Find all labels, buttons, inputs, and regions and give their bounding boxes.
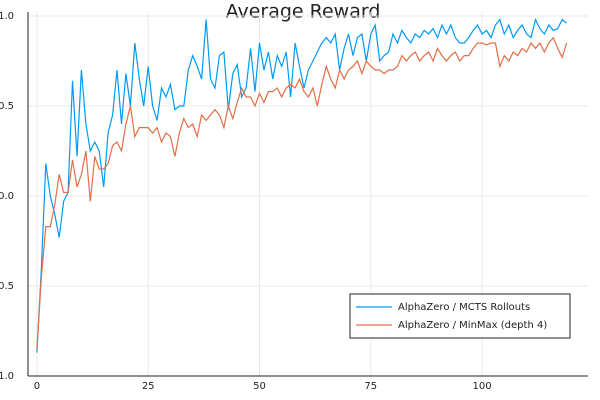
y-tick-label: 1.0	[0, 11, 14, 22]
legend: AlphaZero / MCTS Rollouts AlphaZero / Min…	[349, 293, 571, 339]
legend-box	[349, 293, 571, 339]
x-tick-label: 100	[473, 381, 492, 392]
x-tick-label: 75	[364, 381, 377, 392]
legend-label: AlphaZero / MinMax (depth 4)	[398, 320, 547, 331]
y-tick-label: -0.5	[0, 281, 14, 292]
y-tick-label: 0.5	[0, 101, 14, 112]
legend-label: AlphaZero / MCTS Rollouts	[398, 302, 530, 313]
chart-title: Average Reward	[226, 1, 381, 23]
y-tick-label: -1.0	[0, 371, 14, 382]
series-line	[36, 17, 567, 353]
x-tick-label: 25	[142, 381, 155, 392]
y-tick-label: 0.0	[0, 191, 14, 202]
series-line	[36, 36, 568, 350]
x-tick-label: 50	[253, 381, 266, 392]
x-tick-label: 0	[34, 381, 40, 392]
